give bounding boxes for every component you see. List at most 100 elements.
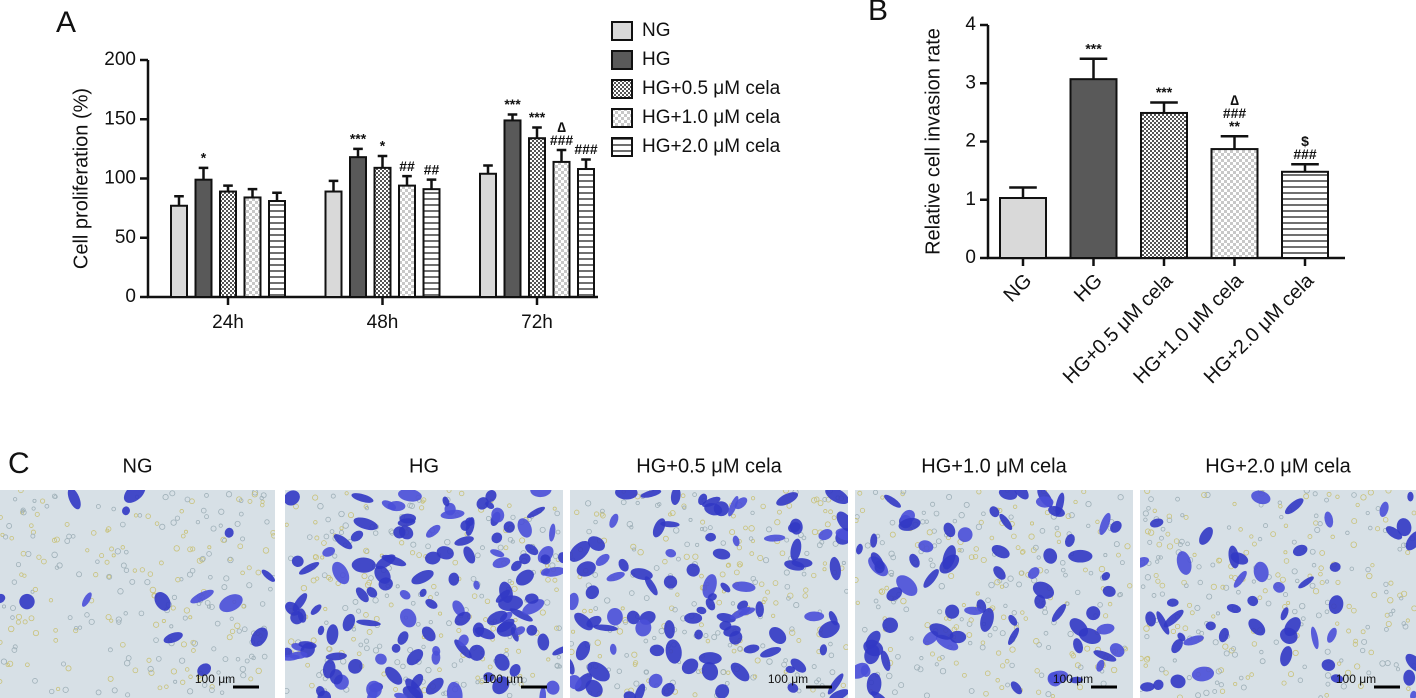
y-tick-label: 100 (104, 168, 136, 189)
pore (973, 546, 979, 552)
pore (734, 569, 740, 576)
pore (1011, 610, 1017, 616)
pore (420, 499, 425, 504)
stained-cell (81, 592, 92, 607)
pore (1020, 610, 1025, 615)
pore (1067, 630, 1074, 638)
pore (684, 541, 690, 548)
pore (1302, 664, 1307, 670)
bar (170, 204, 188, 299)
pore (123, 549, 129, 555)
pore (1065, 601, 1070, 606)
pore (53, 638, 59, 643)
pore (246, 565, 252, 571)
pore (1385, 620, 1392, 627)
pore (326, 574, 332, 581)
pore (53, 536, 60, 543)
pore (924, 622, 931, 629)
stained-cell (510, 626, 519, 642)
pore (451, 662, 458, 668)
error-bar (1079, 57, 1108, 80)
stained-cell (1153, 679, 1164, 691)
micrograph-bg (0, 490, 275, 698)
pore (180, 641, 187, 648)
stained-cell (503, 521, 515, 533)
pore (786, 503, 793, 509)
pore (65, 665, 72, 672)
pore (1147, 539, 1153, 545)
stained-cell (585, 679, 603, 698)
pore (1107, 601, 1113, 607)
pore (705, 638, 711, 644)
pore (251, 490, 259, 496)
error-bar (507, 113, 518, 121)
pore (1110, 666, 1118, 674)
pore (1004, 658, 1010, 664)
pore (188, 615, 193, 620)
image-title: HG+0.5 μM cela (636, 455, 782, 477)
stained-cell (827, 673, 844, 695)
pore (855, 518, 859, 524)
pore (1084, 645, 1091, 652)
pore (857, 490, 863, 496)
pore (244, 658, 250, 664)
stained-cell (1298, 576, 1314, 589)
stained-cell (730, 606, 751, 620)
pore (796, 638, 802, 643)
stained-cell (1280, 646, 1293, 667)
stained-cell (804, 611, 825, 622)
pore (1178, 542, 1183, 547)
stained-cell (285, 601, 300, 616)
stained-cell (860, 665, 871, 677)
stained-cell (1327, 627, 1337, 643)
pore (616, 668, 622, 674)
pore (1315, 612, 1322, 619)
pore (1233, 681, 1238, 687)
stained-cell (1069, 676, 1084, 684)
pore (138, 610, 145, 617)
pore (123, 611, 128, 616)
pore (1360, 629, 1366, 635)
pore (794, 672, 800, 678)
pore (762, 557, 770, 564)
stained-cell (351, 557, 376, 573)
stained-cell (546, 680, 560, 695)
micrograph-bg (1140, 490, 1416, 698)
bar (503, 119, 522, 298)
pore (1220, 584, 1226, 590)
pore (1339, 658, 1344, 663)
stained-cell (732, 581, 756, 592)
pore (363, 612, 369, 618)
pore (0, 679, 3, 684)
pore (120, 562, 127, 569)
pore (459, 490, 465, 497)
stained-cell (1330, 674, 1344, 683)
stained-cell (715, 684, 730, 698)
pore (999, 630, 1006, 637)
pore (760, 503, 766, 510)
pore (305, 662, 311, 668)
stained-cell (760, 647, 782, 658)
pore (959, 617, 964, 622)
pore (317, 503, 324, 510)
pore (1097, 602, 1103, 608)
stained-cell (406, 649, 424, 666)
pore (766, 658, 773, 665)
pore (1265, 600, 1272, 607)
pore (105, 528, 110, 533)
stained-cell (526, 506, 546, 518)
pore (315, 576, 320, 581)
pore (1028, 533, 1035, 540)
stained-cell (297, 608, 307, 623)
pore (1301, 616, 1306, 621)
pore (157, 685, 163, 691)
pore (324, 620, 329, 625)
pore (11, 579, 18, 585)
pore (731, 513, 736, 519)
pore (1297, 677, 1304, 683)
pore (726, 562, 732, 568)
pore (229, 616, 234, 621)
stained-cell (522, 599, 545, 615)
pore (1309, 582, 1316, 589)
pore (1143, 656, 1151, 663)
